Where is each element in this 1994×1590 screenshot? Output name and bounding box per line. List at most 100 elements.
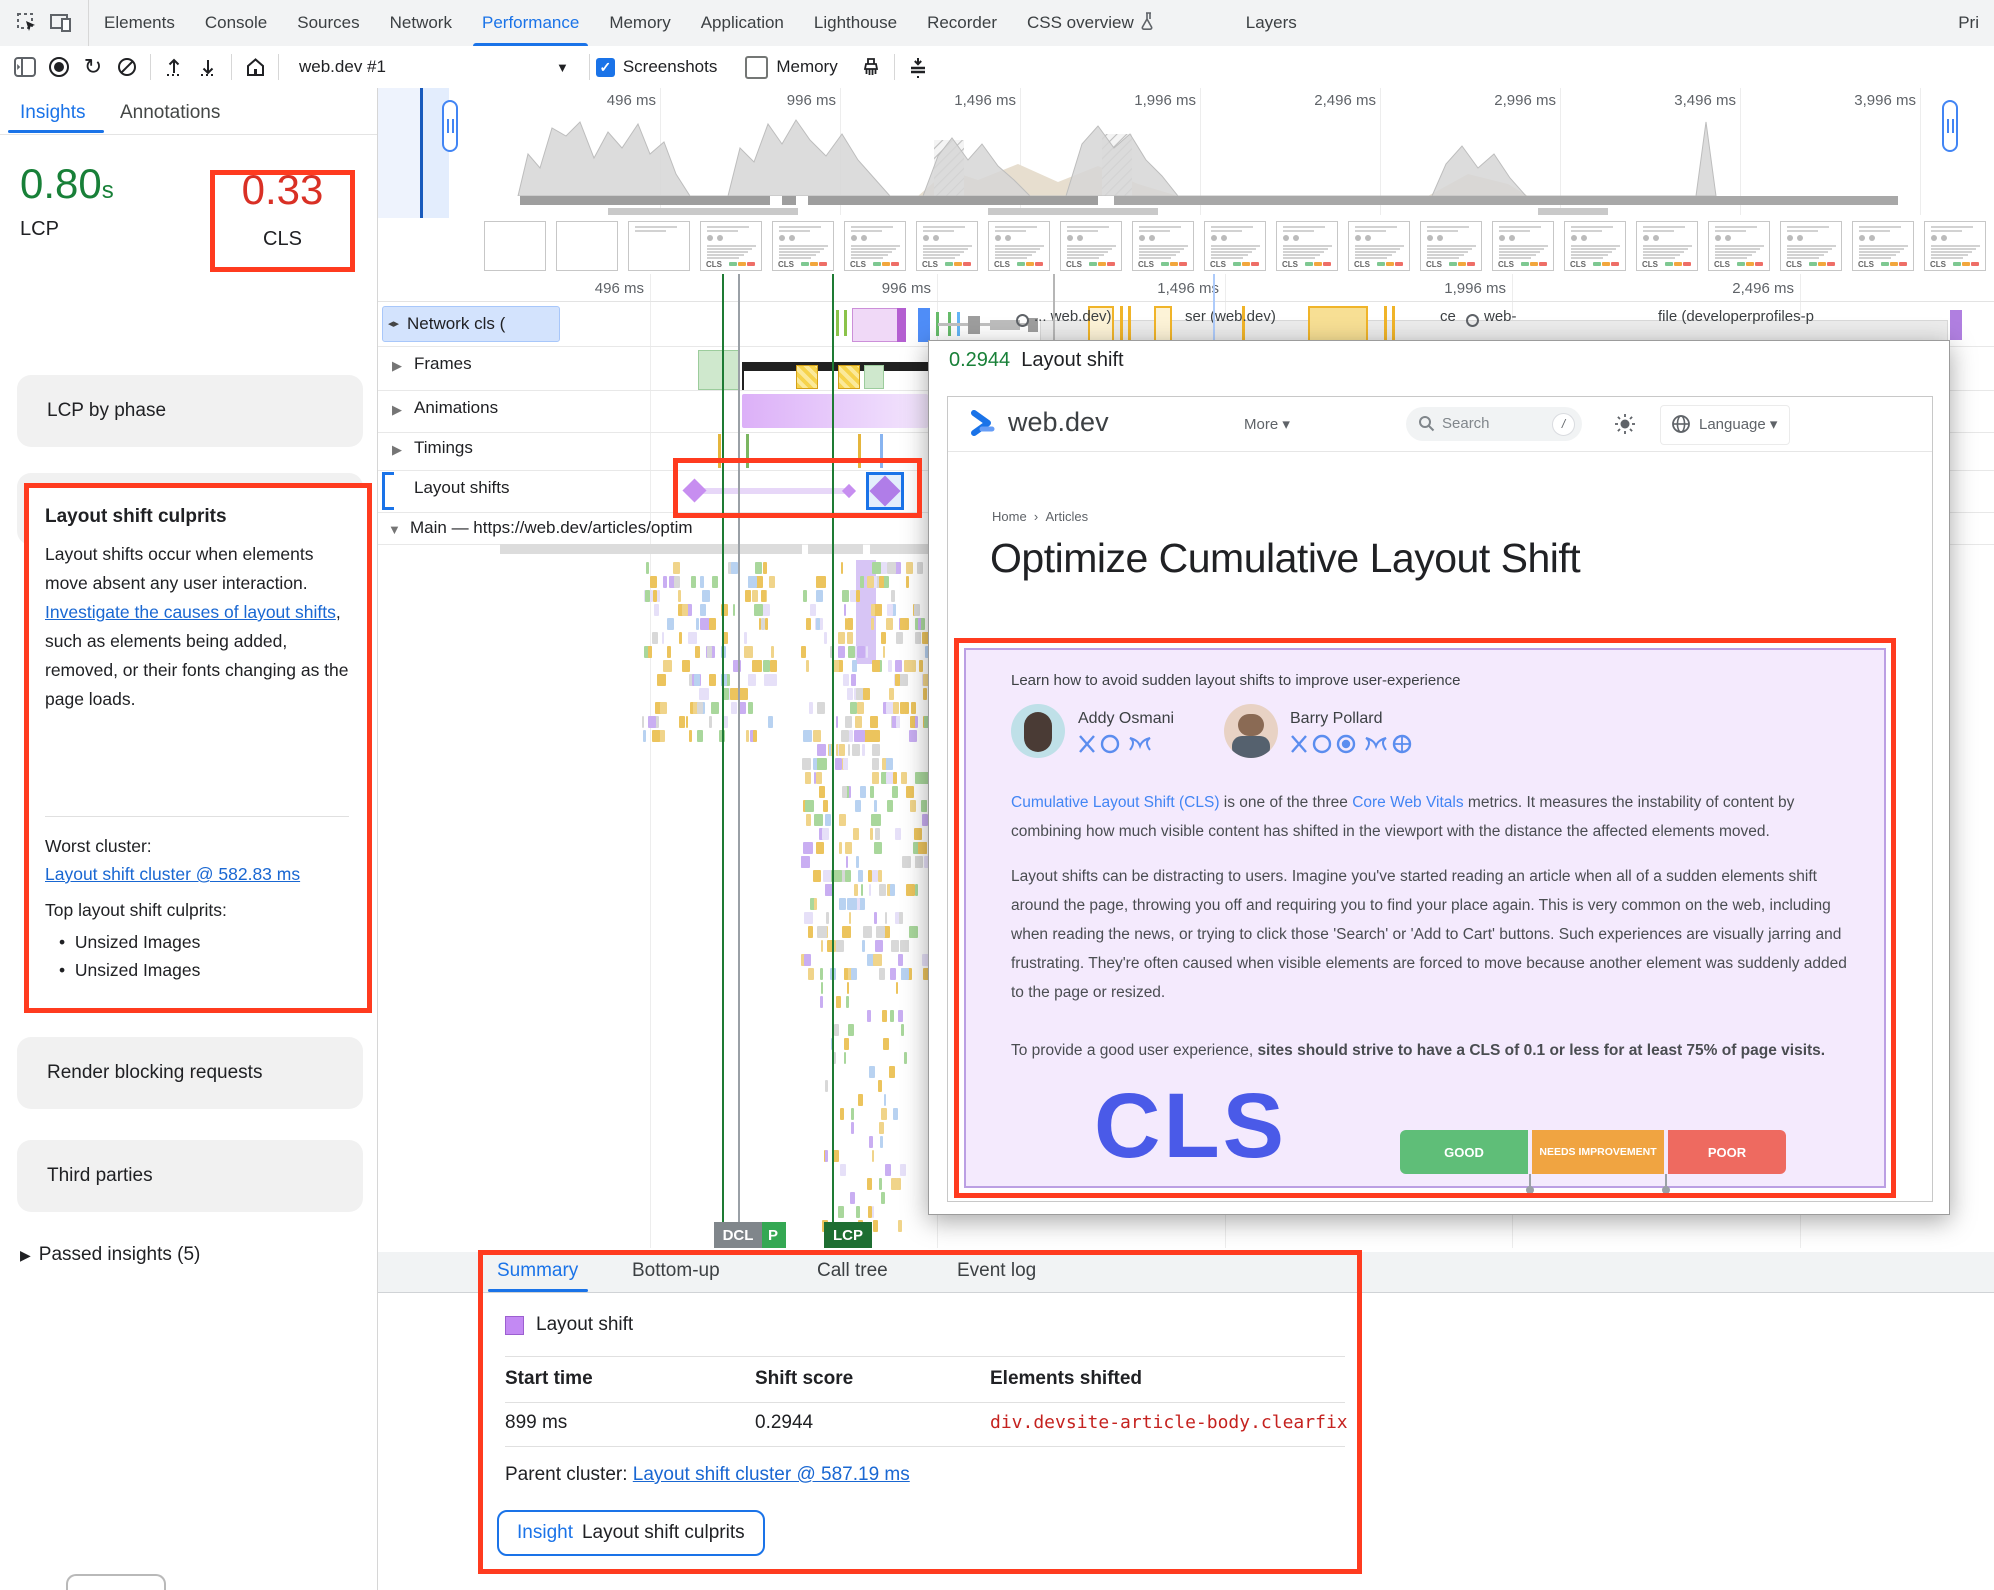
flame-bar[interactable] <box>721 632 729 644</box>
flame-bar[interactable] <box>851 674 856 686</box>
flame-bar[interactable] <box>837 646 846 658</box>
flame-bar[interactable] <box>883 1038 889 1050</box>
tab-annotations[interactable]: Annotations <box>120 102 221 123</box>
flame-bar[interactable] <box>883 758 893 770</box>
filmstrip-thumbnail[interactable] <box>628 221 690 271</box>
flame-bar[interactable] <box>732 604 736 616</box>
flame-bar[interactable] <box>804 772 811 784</box>
flame-bar[interactable] <box>814 898 817 910</box>
flame-bar[interactable] <box>915 632 922 644</box>
tab-application[interactable]: Application <box>700 13 784 32</box>
flame-bar[interactable] <box>800 856 808 868</box>
flame-bar[interactable] <box>856 688 867 700</box>
flame-bar[interactable] <box>852 744 861 756</box>
network-entry[interactable]: ... web.dev) <box>1034 308 1112 325</box>
filmstrip-thumbnail[interactable]: CLS <box>1708 221 1770 271</box>
flame-bar[interactable] <box>843 674 849 686</box>
flame-bar[interactable] <box>694 674 701 686</box>
flame-bar[interactable] <box>817 758 827 770</box>
record-icon[interactable] <box>42 50 76 84</box>
flame-bar[interactable] <box>900 618 910 630</box>
flame-bar[interactable] <box>803 730 812 742</box>
flame-bar[interactable] <box>862 744 865 756</box>
flame-bar[interactable] <box>858 870 864 882</box>
flame-bar[interactable] <box>922 688 928 700</box>
worst-cluster-link[interactable]: Layout shift cluster @ 582.83 ms <box>45 864 301 884</box>
flame-bar[interactable] <box>870 786 874 798</box>
flame-bar[interactable] <box>815 618 820 630</box>
flame-bar[interactable] <box>852 660 858 672</box>
tab-event-log[interactable]: Event log <box>957 1260 1037 1281</box>
expand-arrows-icon[interactable]: ◂▸ <box>388 318 400 330</box>
flame-bar[interactable] <box>709 716 713 728</box>
flame-bar[interactable] <box>651 730 660 742</box>
flame-bar[interactable] <box>899 940 909 952</box>
flame-bar[interactable] <box>869 884 872 896</box>
flame-bar[interactable] <box>848 912 852 924</box>
flame-bar[interactable] <box>721 716 729 728</box>
flame-bar[interactable] <box>892 786 899 798</box>
flame-bar[interactable] <box>822 800 828 812</box>
flame-bar[interactable] <box>849 730 854 742</box>
flame-bar[interactable] <box>850 968 858 980</box>
flame-bar[interactable] <box>808 926 814 938</box>
flame-bar[interactable] <box>850 590 860 602</box>
filmstrip-thumbnail[interactable]: CLS <box>1060 221 1122 271</box>
flame-bar[interactable] <box>844 618 848 630</box>
flame-bar[interactable] <box>906 786 914 798</box>
flame-bar[interactable] <box>847 688 853 700</box>
flame-bar[interactable] <box>648 646 653 658</box>
tab-call-tree[interactable]: Call tree <box>817 1260 888 1281</box>
flame-bar[interactable] <box>771 646 775 658</box>
flame-bar[interactable] <box>745 590 751 602</box>
flame-bar[interactable] <box>843 758 848 770</box>
network-entry[interactable]: ce <box>1440 308 1456 325</box>
flame-bar[interactable] <box>823 632 827 644</box>
flame-bar[interactable] <box>894 674 900 686</box>
flame-bar[interactable] <box>700 618 710 630</box>
flame-bar[interactable] <box>686 604 692 616</box>
flame-bar[interactable] <box>720 604 729 616</box>
flame-bar[interactable] <box>707 646 713 658</box>
flame-bar[interactable] <box>872 1220 879 1232</box>
flame-bar[interactable] <box>886 800 893 812</box>
flame-bar[interactable] <box>657 590 661 602</box>
author-social-icons[interactable] <box>1290 734 1430 759</box>
flame-bar[interactable] <box>762 604 771 616</box>
flame-bar[interactable] <box>808 702 813 714</box>
frame-block[interactable] <box>698 350 740 390</box>
flame-bar[interactable] <box>869 1066 876 1078</box>
flame-bar[interactable] <box>879 576 884 588</box>
flame-bar[interactable] <box>841 590 850 602</box>
flame-bar[interactable] <box>838 632 845 644</box>
flame-bar[interactable] <box>699 604 706 616</box>
flame-bar[interactable] <box>878 884 886 896</box>
flame-bar[interactable] <box>846 996 850 1008</box>
flame-bar[interactable] <box>881 1010 887 1022</box>
flame-bar[interactable] <box>859 576 865 588</box>
flame-bar[interactable] <box>878 1122 885 1134</box>
flame-bar[interactable] <box>816 576 827 588</box>
flame-bar[interactable] <box>697 730 703 742</box>
flame-bar[interactable] <box>674 576 680 588</box>
flame-bar[interactable] <box>755 562 763 574</box>
flame-bar[interactable] <box>678 590 682 602</box>
selection-right-handle[interactable] <box>1942 100 1958 152</box>
tab-sources[interactable]: Sources <box>297 13 360 32</box>
flame-bar[interactable] <box>872 660 880 672</box>
flame-bar[interactable] <box>651 632 659 644</box>
flame-bar[interactable] <box>903 702 910 714</box>
flame-bar[interactable] <box>816 772 823 784</box>
flame-bar[interactable] <box>869 1136 873 1148</box>
flame-bar[interactable] <box>672 562 681 574</box>
cls-link[interactable]: Cumulative Layout Shift (CLS) <box>1011 794 1220 811</box>
flame-bar[interactable] <box>898 912 903 924</box>
flame-bar[interactable] <box>867 576 874 588</box>
flame-bar[interactable] <box>662 660 672 672</box>
flame-bar[interactable] <box>824 884 833 896</box>
flame-bar[interactable] <box>839 870 846 882</box>
flame-bar[interactable] <box>846 856 849 868</box>
flame-bar[interactable] <box>866 1178 872 1190</box>
insight-card-layout-shift-culprits[interactable]: Layout shift culprits Layout shifts occu… <box>24 483 372 1013</box>
network-track-label-highlight[interactable]: ◂▸ Network cls ( <box>382 306 560 342</box>
